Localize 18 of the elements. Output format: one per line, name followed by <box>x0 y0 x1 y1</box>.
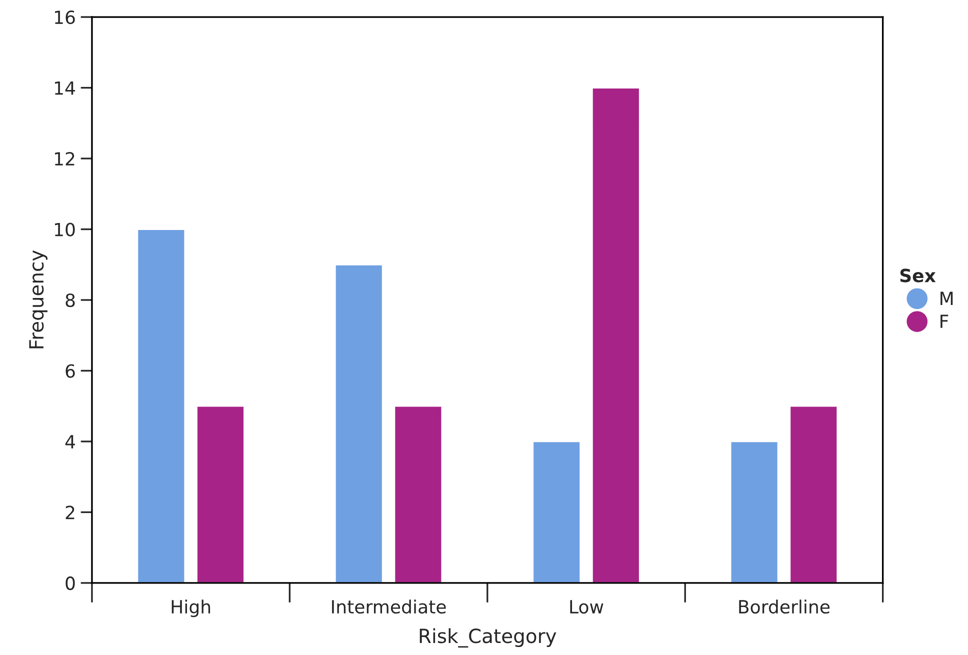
y-axis-title: Frequency <box>29 250 48 348</box>
x-axis-title: Risk_Category <box>420 628 556 648</box>
y-tick-label: 14 <box>54 81 75 95</box>
x-tick-label: Intermediate <box>332 600 446 614</box>
y-tick-label: 8 <box>66 293 75 308</box>
y-tick-label: 10 <box>54 222 75 236</box>
y-tick-label: 2 <box>66 506 74 520</box>
x-tick-label: High <box>172 600 210 618</box>
y-tick-label: 12 <box>54 152 74 166</box>
legend-title: Sex <box>900 268 936 282</box>
y-tick-label: 16 <box>54 10 75 24</box>
legend-label: M <box>940 292 953 305</box>
y-tick-label: 0 <box>66 576 75 590</box>
x-tick-label: Borderline <box>739 600 830 614</box>
y-tick-label: 4 <box>65 435 75 448</box>
y-tick-label: 6 <box>66 364 75 378</box>
x-tick-label: Low <box>570 600 604 614</box>
legend-label: F <box>940 314 948 328</box>
